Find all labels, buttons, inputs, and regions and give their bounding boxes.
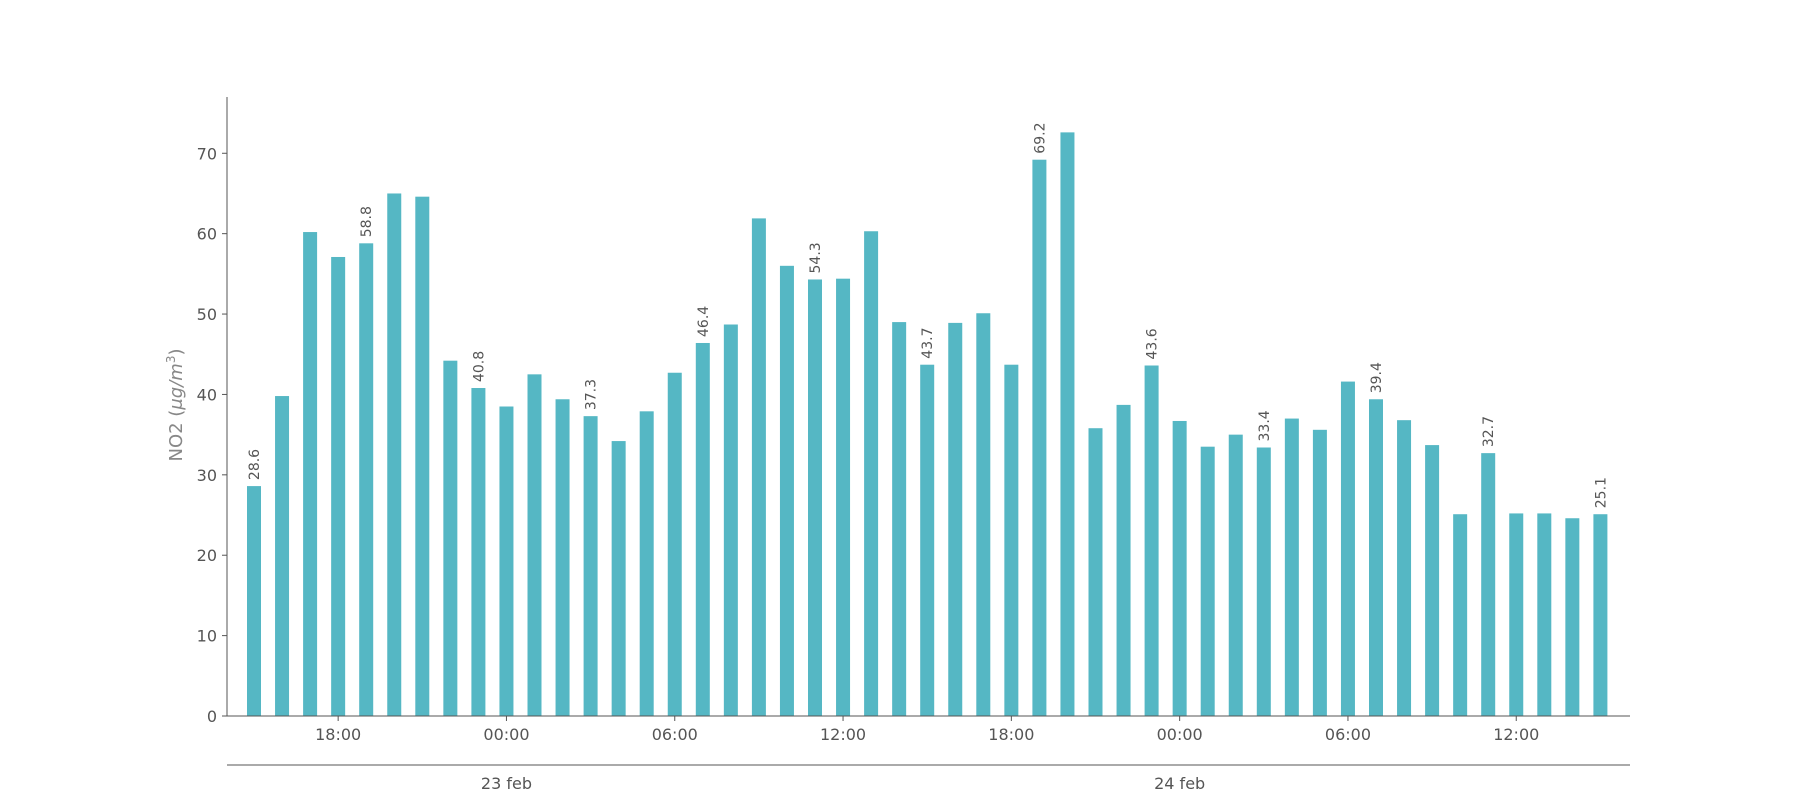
value-label-32: 43.6 — [1145, 328, 1161, 359]
y-tick-label-70: 70 — [197, 144, 217, 163]
bar-14 — [639, 411, 654, 716]
x-tick-label-4: 18:00 — [988, 725, 1034, 744]
bar-32 — [1144, 365, 1159, 716]
x-tick-label-2: 06:00 — [652, 725, 698, 744]
bar-43 — [1453, 514, 1468, 716]
y-tick-label-10: 10 — [197, 627, 217, 646]
bar-22 — [864, 231, 879, 716]
y-tick-label-20: 20 — [197, 546, 217, 565]
bar-0 — [247, 486, 261, 716]
bar-47 — [1565, 518, 1580, 716]
bar-31 — [1116, 404, 1131, 716]
value-label-36: 33.4 — [1257, 410, 1273, 441]
bar-21 — [836, 278, 851, 716]
bar-39 — [1340, 381, 1355, 716]
bar-1 — [275, 396, 290, 716]
bar-10 — [527, 374, 542, 716]
value-label-20: 54.3 — [808, 242, 824, 273]
value-label-16: 46.4 — [696, 306, 712, 337]
bars-layer — [247, 132, 1608, 717]
bar-34 — [1200, 446, 1215, 716]
bar-45 — [1509, 513, 1524, 716]
bar-8 — [471, 388, 486, 716]
value-label-44: 32.7 — [1481, 416, 1497, 447]
y-tick-label-40: 40 — [197, 385, 217, 404]
bar-12 — [583, 416, 598, 716]
bar-6 — [415, 196, 430, 716]
y-tick-label-60: 60 — [197, 225, 217, 244]
bar-20 — [808, 279, 822, 716]
day-label-0: 23 feb — [481, 774, 532, 793]
value-label-12: 37.3 — [584, 379, 600, 410]
value-label-40: 39.4 — [1369, 362, 1385, 393]
value-label-4: 58.8 — [359, 206, 375, 237]
bar-11 — [555, 399, 570, 716]
bar-44 — [1481, 453, 1496, 716]
bar-24 — [920, 364, 935, 716]
bar-23 — [892, 322, 907, 716]
value-label-28: 69.2 — [1032, 123, 1048, 154]
bar-38 — [1312, 429, 1327, 716]
y-tick-label-0: 0 — [207, 707, 217, 726]
bar-9 — [499, 406, 514, 716]
bar-2 — [303, 232, 318, 717]
value-labels-layer: 28.6 58.8 40.8 37.3 46.4 54.3 43.7 69.2 43.6 33.4… — [247, 123, 1609, 509]
bar-33 — [1172, 420, 1187, 716]
bar-17 — [723, 324, 738, 716]
bar-48 — [1593, 514, 1608, 716]
x-tick-label-5: 00:00 — [1157, 725, 1203, 744]
bar-28 — [1032, 159, 1047, 716]
bar-35 — [1228, 434, 1243, 716]
value-label-48: 25.1 — [1593, 477, 1609, 508]
bar-16 — [695, 342, 710, 716]
bar-7 — [443, 360, 458, 716]
day-label-1: 24 feb — [1154, 774, 1205, 793]
value-label-24: 43.7 — [920, 328, 936, 359]
bar-36 — [1256, 447, 1271, 716]
bar-30 — [1088, 428, 1103, 716]
bar-26 — [976, 313, 991, 716]
x-tick-label-6: 06:00 — [1325, 725, 1371, 744]
bar-42 — [1425, 445, 1440, 716]
bar-19 — [779, 265, 794, 716]
x-tick-label-0: 18:00 — [315, 725, 361, 744]
bar-4 — [359, 243, 374, 716]
bar-27 — [1004, 364, 1019, 716]
value-label-8: 40.8 — [471, 351, 487, 382]
bar-29 — [1060, 132, 1075, 716]
y-axis-label: NO2 (μg/m3) — [164, 349, 187, 462]
y-tick-label-50: 50 — [197, 305, 217, 324]
bar-41 — [1397, 420, 1412, 716]
x-tick-label-3: 12:00 — [820, 725, 866, 744]
y-tick-label-30: 30 — [197, 466, 217, 485]
bar-15 — [667, 372, 682, 716]
bar-25 — [948, 322, 963, 716]
axes-layer: 0 10 20 30 40 50 60 70 18:00 00:00 06:00 12:00 18:00… — [197, 97, 1630, 793]
bar-18 — [751, 218, 766, 716]
bar-40 — [1369, 399, 1383, 716]
value-label-0: 28.6 — [247, 449, 263, 480]
bar-3 — [331, 256, 346, 716]
bar-5 — [387, 193, 402, 717]
bar-13 — [611, 441, 626, 716]
x-tick-label-1: 00:00 — [483, 725, 529, 744]
x-tick-label-7: 12:00 — [1493, 725, 1539, 744]
bar-37 — [1284, 418, 1299, 716]
bar-46 — [1537, 513, 1552, 716]
